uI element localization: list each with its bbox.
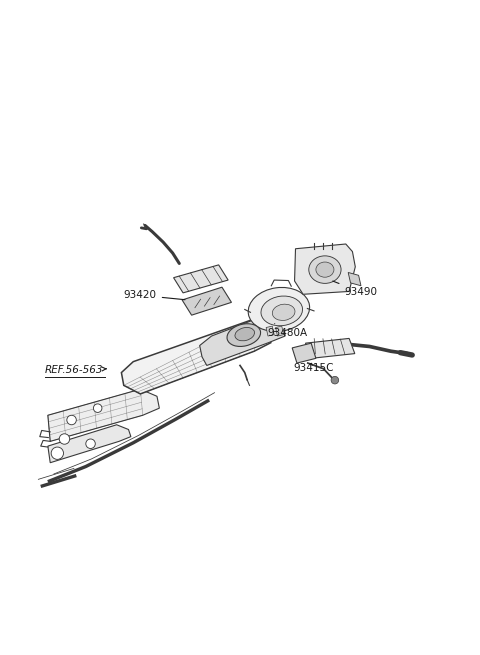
Polygon shape [48,389,159,441]
Polygon shape [266,326,274,336]
Ellipse shape [248,288,310,331]
Text: REF.56-563: REF.56-563 [45,365,106,375]
Circle shape [86,439,96,449]
Polygon shape [200,313,285,365]
Polygon shape [348,272,361,286]
Circle shape [67,415,76,424]
Circle shape [59,434,70,444]
Ellipse shape [227,324,261,346]
Polygon shape [182,287,231,315]
Polygon shape [292,343,316,363]
Ellipse shape [261,296,302,326]
Ellipse shape [309,256,341,284]
Polygon shape [305,339,355,358]
Ellipse shape [235,328,254,341]
Circle shape [51,447,63,459]
Circle shape [331,377,339,384]
Polygon shape [174,265,228,293]
Text: 93480A: 93480A [267,324,308,338]
Ellipse shape [272,304,295,320]
Polygon shape [276,326,284,336]
Polygon shape [295,244,355,294]
Circle shape [94,404,102,413]
Text: 93415C: 93415C [293,363,334,373]
Polygon shape [48,424,131,462]
Ellipse shape [316,262,334,277]
Text: 93420: 93420 [124,290,185,300]
Text: 93490: 93490 [333,281,377,297]
Polygon shape [121,319,271,394]
